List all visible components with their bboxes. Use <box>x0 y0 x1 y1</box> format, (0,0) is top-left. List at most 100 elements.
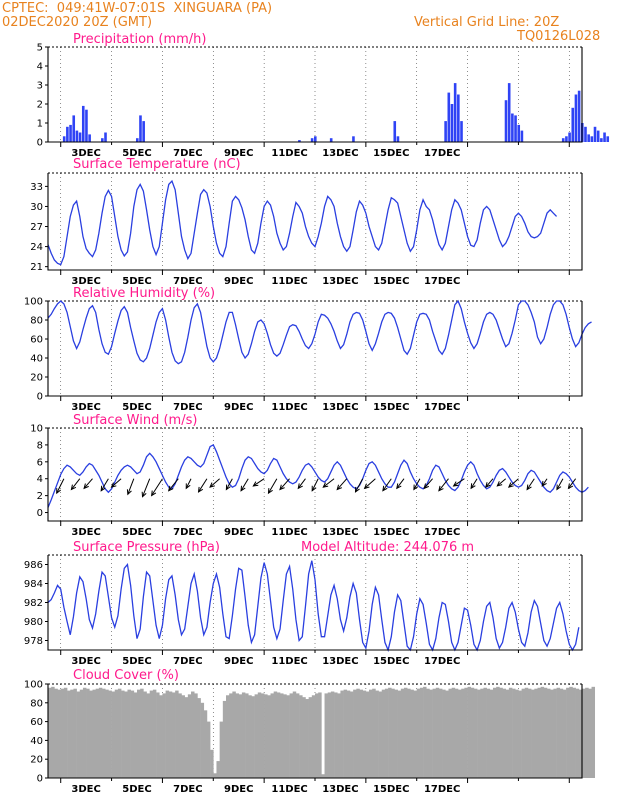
wind-vector-head <box>267 488 273 495</box>
precip-bar <box>577 90 581 142</box>
cloud-bar <box>162 693 166 778</box>
cloud-bar <box>267 695 271 778</box>
x-date-label: 11DEC <box>271 402 307 413</box>
cloud-bar <box>143 691 147 778</box>
x-date-label: 17DEC <box>424 527 460 538</box>
cloud-bar <box>362 690 367 778</box>
cloud-bar <box>521 688 526 778</box>
model-code: TQ0126L028 <box>516 29 600 44</box>
cloud-bar <box>429 689 433 778</box>
cloud-bar <box>588 688 592 778</box>
x-date-label: 9DEC <box>224 276 253 287</box>
precip-bar <box>139 115 142 142</box>
wind-vector <box>100 478 109 491</box>
precip-bar <box>393 121 397 142</box>
cloud-bar <box>146 693 151 778</box>
cloud-bar <box>324 693 329 778</box>
cloud-bar <box>197 698 201 778</box>
cloud-bar <box>445 690 449 778</box>
cloud-bar <box>60 688 65 778</box>
wind-vector <box>568 478 577 489</box>
x-date-label: 3DEC <box>71 527 100 538</box>
wind-vector <box>541 478 548 487</box>
cloud-bar <box>206 721 211 778</box>
x-date-label: 11DEC <box>271 148 307 159</box>
cloud-bar <box>543 687 548 778</box>
wind-vector <box>209 478 220 488</box>
cloud-bar <box>489 689 494 778</box>
cloud-bar <box>527 688 532 778</box>
wind-vector <box>225 478 233 490</box>
cloud-bar <box>95 688 100 778</box>
precip-bar <box>88 134 91 142</box>
cloud-bar <box>340 690 344 778</box>
cloud-bar <box>105 689 109 778</box>
x-date-label: 5DEC <box>122 148 151 159</box>
y-tick-label: 80 <box>30 698 43 709</box>
x-date-label: 3DEC <box>71 148 100 159</box>
cloud-bar <box>318 692 322 778</box>
cloud-bar <box>346 690 351 778</box>
cloud-bar <box>512 688 516 778</box>
y-tick-label: 27 <box>30 222 43 233</box>
cloud-bar <box>483 687 487 778</box>
panel-title: Relative Humidity (%) <box>73 286 215 301</box>
x-date-label: 3DEC <box>71 402 100 413</box>
cloud-bar <box>226 695 230 778</box>
x-date-label: 3DEC <box>71 276 100 287</box>
precip-bar <box>142 121 145 142</box>
x-date-label: 13DEC <box>322 656 358 667</box>
wind-vector-head <box>225 484 231 491</box>
wind-vector-head <box>209 482 215 488</box>
cloud-bar <box>289 693 294 778</box>
precip-bar <box>310 138 314 142</box>
header: CPTEC: 049:41W-07:01S XINGUARA (PA) 02DE… <box>2 1 600 44</box>
wind-vector-head <box>496 481 503 487</box>
cloud-bar <box>591 686 596 778</box>
x-date-label: 15DEC <box>373 784 409 795</box>
wind-vector-head <box>252 481 259 487</box>
y-tick-label: 24 <box>30 242 43 253</box>
cloud-bar <box>171 692 176 778</box>
wind-vector <box>268 478 278 494</box>
wind-vector <box>168 478 179 492</box>
x-date-label: 11DEC <box>271 656 307 667</box>
precip-bar <box>511 113 514 142</box>
cloud-bar <box>486 688 491 778</box>
y-tick-label: 20 <box>30 373 43 384</box>
cloud-bar <box>82 687 87 778</box>
wind-vector-head <box>311 485 317 492</box>
cloud-bar <box>51 686 55 778</box>
precip-bar <box>574 94 578 142</box>
panel-2: 21 24 27 30 33 3DEC 5DEC 7DEC 9DEC 11DEC 13DEC 15DE… <box>30 157 583 287</box>
y-tick-label: 0 <box>37 138 43 149</box>
x-date-label: 5DEC <box>122 276 151 287</box>
y-tick-label: 0 <box>37 774 43 785</box>
y-tick-label: 984 <box>24 579 43 590</box>
precip-bar <box>603 132 606 142</box>
precip-bar <box>314 136 317 142</box>
y-tick-label: 982 <box>24 598 43 609</box>
precip-bar <box>447 92 451 142</box>
cloud-bar <box>473 688 478 778</box>
y-tick-label: 3 <box>37 81 43 92</box>
wind-vector <box>297 478 306 489</box>
series-line <box>47 560 580 653</box>
cloud-bar <box>461 688 465 778</box>
cloud-bar <box>378 691 383 778</box>
x-date-label: 15DEC <box>373 276 409 287</box>
x-date-label: 17DEC <box>424 784 460 795</box>
cloud-bar <box>435 687 440 778</box>
wind-vector <box>311 478 319 491</box>
panel-frame <box>47 428 583 522</box>
x-date-label: 7DEC <box>173 148 202 159</box>
cloud-bar <box>168 691 173 778</box>
cloud-bar <box>388 687 392 778</box>
precip-bar <box>136 138 139 142</box>
cloud-bar <box>372 688 376 778</box>
wind-vector-head <box>322 482 329 488</box>
cloud-bar <box>54 688 58 778</box>
x-date-label: 7DEC <box>173 656 202 667</box>
cloud-bar <box>423 686 427 778</box>
